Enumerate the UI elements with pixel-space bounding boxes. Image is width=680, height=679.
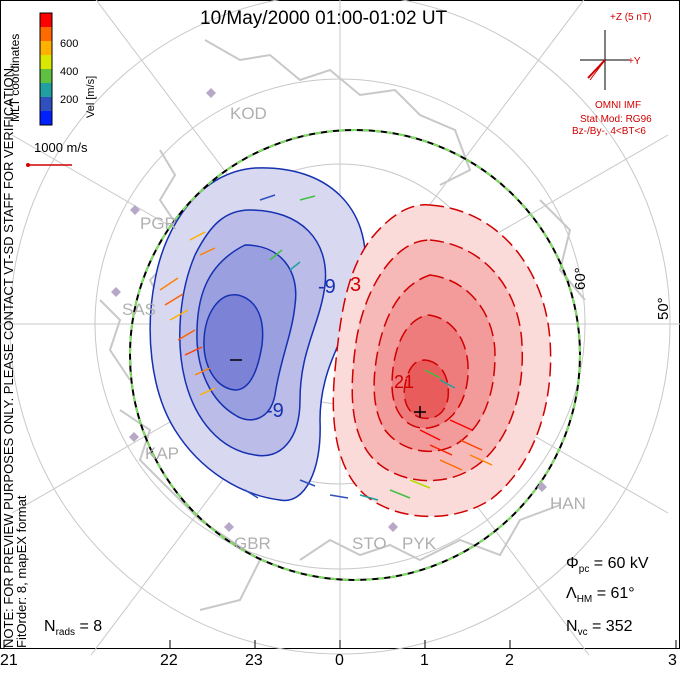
hm-boundary-latitude-value: = 61° [596, 585, 635, 602]
contour-label-pos-2: 21 [394, 372, 415, 392]
reference-vector-label: 1000 m/s [34, 140, 88, 155]
imf-condition: Bz-/By-, 4<BT<6 [572, 126, 646, 137]
vector-count: Nvc = 352 [566, 618, 633, 639]
lat-label-60: 60° [572, 267, 589, 290]
colorbar-tick-600: 600 [60, 38, 79, 50]
radar-count-value: = 8 [79, 618, 103, 635]
station-pgr: PGR [140, 214, 177, 233]
radar-count: Nrads = 8 [44, 618, 103, 639]
hm-boundary-latitude: ΛHM = 61° [566, 585, 635, 606]
mlt-tick-0: 0 [335, 652, 344, 669]
lat-label-50: 50° [655, 297, 672, 320]
mlt-tick-2: 2 [505, 652, 514, 669]
positive-potential-cell [332, 204, 552, 518]
imf-y-label: +Y [628, 56, 641, 67]
mlt-tick-marks [3, 640, 677, 648]
negative-potential-cell [149, 167, 367, 502]
colorbar-tick-400: 400 [60, 66, 79, 78]
colorbar [39, 12, 53, 126]
station-sto: STO [352, 534, 387, 553]
imf-source: OMNI IMF [595, 100, 642, 111]
station-markers [111, 88, 547, 532]
vector-count-value: = 352 [592, 618, 633, 635]
preview-note: NOTE: FOR PREVIEW PURPOSES ONLY. PLEASE … [1, 64, 29, 648]
contour-label-neg-2: -9 [266, 400, 284, 422]
colorbar-label: Vel [m/s] [85, 75, 97, 118]
stat-model: Stat Mod: RG96 [580, 114, 652, 125]
station-pyk: PYK [402, 534, 437, 553]
maximum-marker [414, 406, 426, 418]
velocity-vectors [159, 194, 493, 501]
colorbar-tick-200: 200 [60, 94, 79, 106]
map-title: 10/May/2000 01:00-01:02 UT [200, 8, 448, 29]
cross-polar-potential: Φpc = 60 kV [566, 555, 649, 576]
mlt-tick-23: 23 [245, 652, 263, 669]
station-sas: SAS [122, 300, 157, 319]
cross-polar-potential-value: = 60 kV [593, 555, 649, 572]
station-kap: KAP [145, 444, 180, 463]
preview-note-line2: FitOrder: 8, mapEX format [14, 495, 29, 648]
coastlines [99, 39, 586, 611]
boundary-dash [129, 129, 581, 581]
station-han: HAN [550, 494, 586, 513]
station-kod: KOD [230, 104, 267, 123]
mlt-tick-3: 3 [668, 652, 677, 669]
contour-label-neg-1: -9 [318, 276, 336, 298]
mlt-tick-22: 22 [160, 652, 178, 669]
mlt-tick-21: 21 [0, 652, 18, 669]
imf-z-label: +Z (5 nT) [610, 12, 652, 23]
station-gbr: GBR [234, 534, 271, 553]
reference-vector-origin [26, 163, 30, 167]
contour-label-pos-1: 3 [350, 274, 362, 296]
imf-dial [580, 30, 630, 90]
mlt-tick-1: 1 [420, 652, 429, 669]
